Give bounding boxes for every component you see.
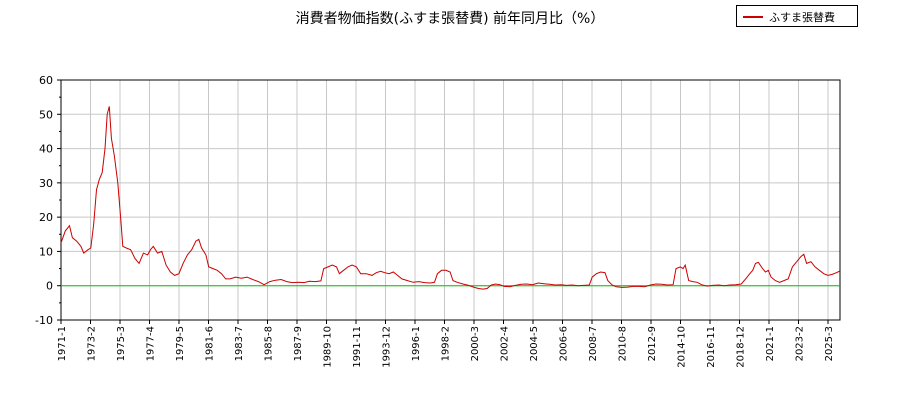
x-tick-label: 2004-5 <box>529 326 540 361</box>
x-tick-label: 2023-2 <box>795 326 806 361</box>
x-tick-label: 1987-9 <box>293 326 304 361</box>
x-tick-label: 1993-12 <box>382 326 393 368</box>
x-tick-label: 1989-10 <box>323 326 334 368</box>
x-tick-label: 2012-9 <box>647 326 658 361</box>
x-tick-label: 1981-6 <box>205 326 216 361</box>
x-tick-label: 1973-2 <box>87 326 98 361</box>
y-tick-label: 20 <box>39 211 53 224</box>
x-tick-label: 1979-5 <box>175 326 186 361</box>
y-tick-label: 10 <box>39 245 53 258</box>
y-tick-label: -10 <box>35 314 53 327</box>
x-tick-label: 2025-3 <box>824 326 835 361</box>
x-tick-label: 2002-4 <box>500 326 511 361</box>
x-tick-label: 2000-3 <box>470 326 481 361</box>
x-tick-label: 1991-11 <box>352 326 363 368</box>
series-line <box>60 106 841 290</box>
x-tick-label: 2016-11 <box>706 326 717 368</box>
x-tick-label: 1985-8 <box>264 326 275 361</box>
x-tick-label: 2014-10 <box>677 326 688 368</box>
x-tick-label: 2008-7 <box>588 326 599 361</box>
legend-swatch <box>743 16 763 18</box>
x-tick-label: 1975-3 <box>116 326 127 361</box>
legend: ふすま張替費 <box>736 5 858 27</box>
x-tick-label: 2010-8 <box>618 326 629 361</box>
y-tick-label: 40 <box>39 143 53 156</box>
x-tick-label: 1998-2 <box>441 326 452 361</box>
x-tick-label: 1983-7 <box>234 326 245 361</box>
plot-frame <box>60 79 841 321</box>
x-tick-label: 1971-1 <box>57 326 68 361</box>
chart-title: 消費者物価指数(ふすま張替費) 前年同月比（%） <box>295 11 605 27</box>
legend-label: ふすま張替費 <box>769 11 835 24</box>
y-tick-label: 0 <box>46 280 53 293</box>
y-tick-label: 60 <box>39 74 53 87</box>
y-tick-label: 30 <box>39 177 53 190</box>
x-tick-label: 1996-1 <box>411 326 422 361</box>
x-tick-label: 2018-12 <box>736 326 747 368</box>
x-tick-label: 1977-4 <box>146 326 157 361</box>
y-tick-label: 50 <box>39 108 53 121</box>
x-tick-label: 2006-6 <box>559 326 570 361</box>
x-tick-label: 2021-1 <box>765 326 776 361</box>
